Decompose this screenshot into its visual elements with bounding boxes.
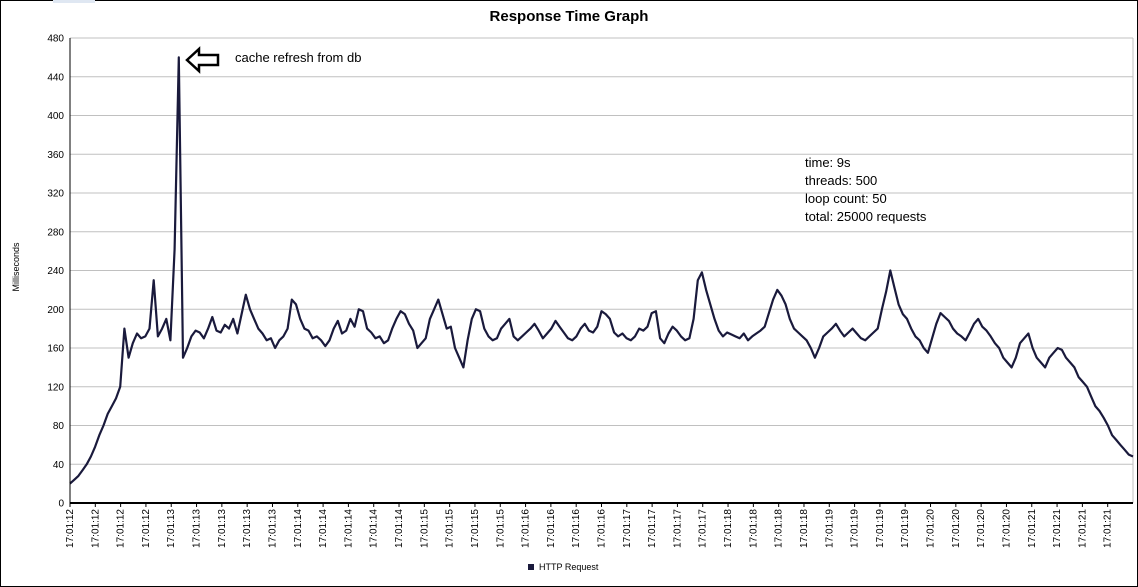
x-tick-label: 17:01:16 bbox=[521, 509, 532, 548]
x-tick-label: 17:01:19 bbox=[875, 509, 886, 548]
x-tick-label: 17:01:18 bbox=[723, 509, 734, 548]
y-tick-label: 280 bbox=[47, 227, 64, 238]
y-tick-label: 360 bbox=[47, 150, 64, 161]
legend-swatch bbox=[528, 564, 534, 570]
test-stats-annotation: time: 9s threads: 500 loop count: 50 tot… bbox=[805, 154, 926, 226]
arrow-icon bbox=[185, 46, 220, 74]
x-tick-label: 17:01:13 bbox=[192, 509, 203, 548]
x-tick-label: 17:01:18 bbox=[748, 509, 759, 548]
x-tick-label: 17:01:19 bbox=[824, 509, 835, 548]
x-tick-label: 17:01:15 bbox=[445, 509, 456, 548]
x-tick-label: 17:01:21 bbox=[1077, 509, 1088, 548]
x-tick-label: 17:01:19 bbox=[850, 509, 861, 548]
top-edge-strip bbox=[53, 0, 95, 3]
x-tick-label: 17:01:18 bbox=[799, 509, 810, 548]
y-tick-label: 200 bbox=[47, 305, 64, 316]
x-tick-label: 17:01:21 bbox=[1103, 509, 1114, 548]
x-tick-label: 17:01:18 bbox=[774, 509, 785, 548]
x-tick-label: 17:01:13 bbox=[217, 509, 228, 548]
y-tick-label: 400 bbox=[47, 111, 64, 122]
x-tick-label: 17:01:14 bbox=[318, 509, 329, 548]
stat-threads: threads: 500 bbox=[805, 173, 878, 188]
x-tick-label: 17:01:17 bbox=[672, 509, 683, 548]
x-tick-label: 17:01:12 bbox=[141, 509, 152, 548]
y-tick-label: 440 bbox=[47, 72, 64, 83]
x-tick-label: 17:01:12 bbox=[65, 509, 76, 548]
x-tick-label: 17:01:13 bbox=[242, 509, 253, 548]
y-tick-label: 0 bbox=[58, 499, 64, 510]
y-tick-label: 240 bbox=[47, 266, 64, 277]
x-tick-label: 17:01:17 bbox=[698, 509, 709, 548]
x-tick-label: 17:01:20 bbox=[926, 509, 937, 548]
x-tick-label: 17:01:20 bbox=[951, 509, 962, 548]
x-tick-label: 17:01:15 bbox=[470, 509, 481, 548]
y-tick-label: 120 bbox=[47, 382, 64, 393]
y-tick-label: 160 bbox=[47, 344, 64, 355]
y-tick-labels: 0 40 80 120 160 200 240 280 320 360 400 440 480 bbox=[47, 34, 64, 510]
chart-title: Response Time Graph bbox=[489, 8, 649, 25]
x-tick-label: 17:01:19 bbox=[900, 509, 911, 548]
gridlines bbox=[70, 37, 1134, 503]
stat-total: total: 25000 requests bbox=[805, 209, 927, 224]
x-tick-label: 17:01:21 bbox=[1052, 509, 1063, 548]
legend-label: HTTP Request bbox=[539, 562, 599, 572]
x-tick-label: 17:01:12 bbox=[116, 509, 127, 548]
stat-time: time: 9s bbox=[805, 155, 851, 170]
x-tick-label: 17:01:15 bbox=[495, 509, 506, 548]
x-tick-labels: 17:01:12 17:01:12 17:01:12 17:01:12 17:01:13… bbox=[65, 503, 1114, 548]
x-tick-label: 17:01:16 bbox=[597, 509, 608, 548]
x-tick-label: 17:01:20 bbox=[976, 509, 987, 548]
x-tick-label: 17:01:17 bbox=[647, 509, 658, 548]
x-tick-label: 17:01:17 bbox=[622, 509, 633, 548]
y-tick-label: 80 bbox=[53, 421, 65, 432]
x-tick-label: 17:01:14 bbox=[394, 509, 405, 548]
x-tick-label: 17:01:13 bbox=[267, 509, 278, 548]
x-tick-label: 17:01:16 bbox=[546, 509, 557, 548]
x-tick-label: 17:01:14 bbox=[369, 509, 380, 548]
y-tick-label: 40 bbox=[53, 460, 65, 471]
y-tick-label: 320 bbox=[47, 189, 64, 200]
x-tick-label: 17:01:14 bbox=[343, 509, 354, 548]
x-tick-label: 17:01:21 bbox=[1027, 509, 1038, 548]
stat-loop-count: loop count: 50 bbox=[805, 191, 887, 206]
x-tick-label: 17:01:20 bbox=[1001, 509, 1012, 548]
x-tick-label: 17:01:13 bbox=[166, 509, 177, 548]
annotation-cache-refresh: cache refresh from db bbox=[235, 50, 362, 65]
legend: HTTP Request bbox=[528, 562, 598, 572]
x-tick-label: 17:01:12 bbox=[90, 509, 101, 548]
x-tick-label: 17:01:15 bbox=[419, 509, 430, 548]
series-line-http-request bbox=[69, 56, 1134, 485]
y-tick-label: 480 bbox=[47, 34, 64, 45]
x-tick-label: 17:01:14 bbox=[293, 509, 304, 548]
x-tick-label: 17:01:16 bbox=[571, 509, 582, 548]
